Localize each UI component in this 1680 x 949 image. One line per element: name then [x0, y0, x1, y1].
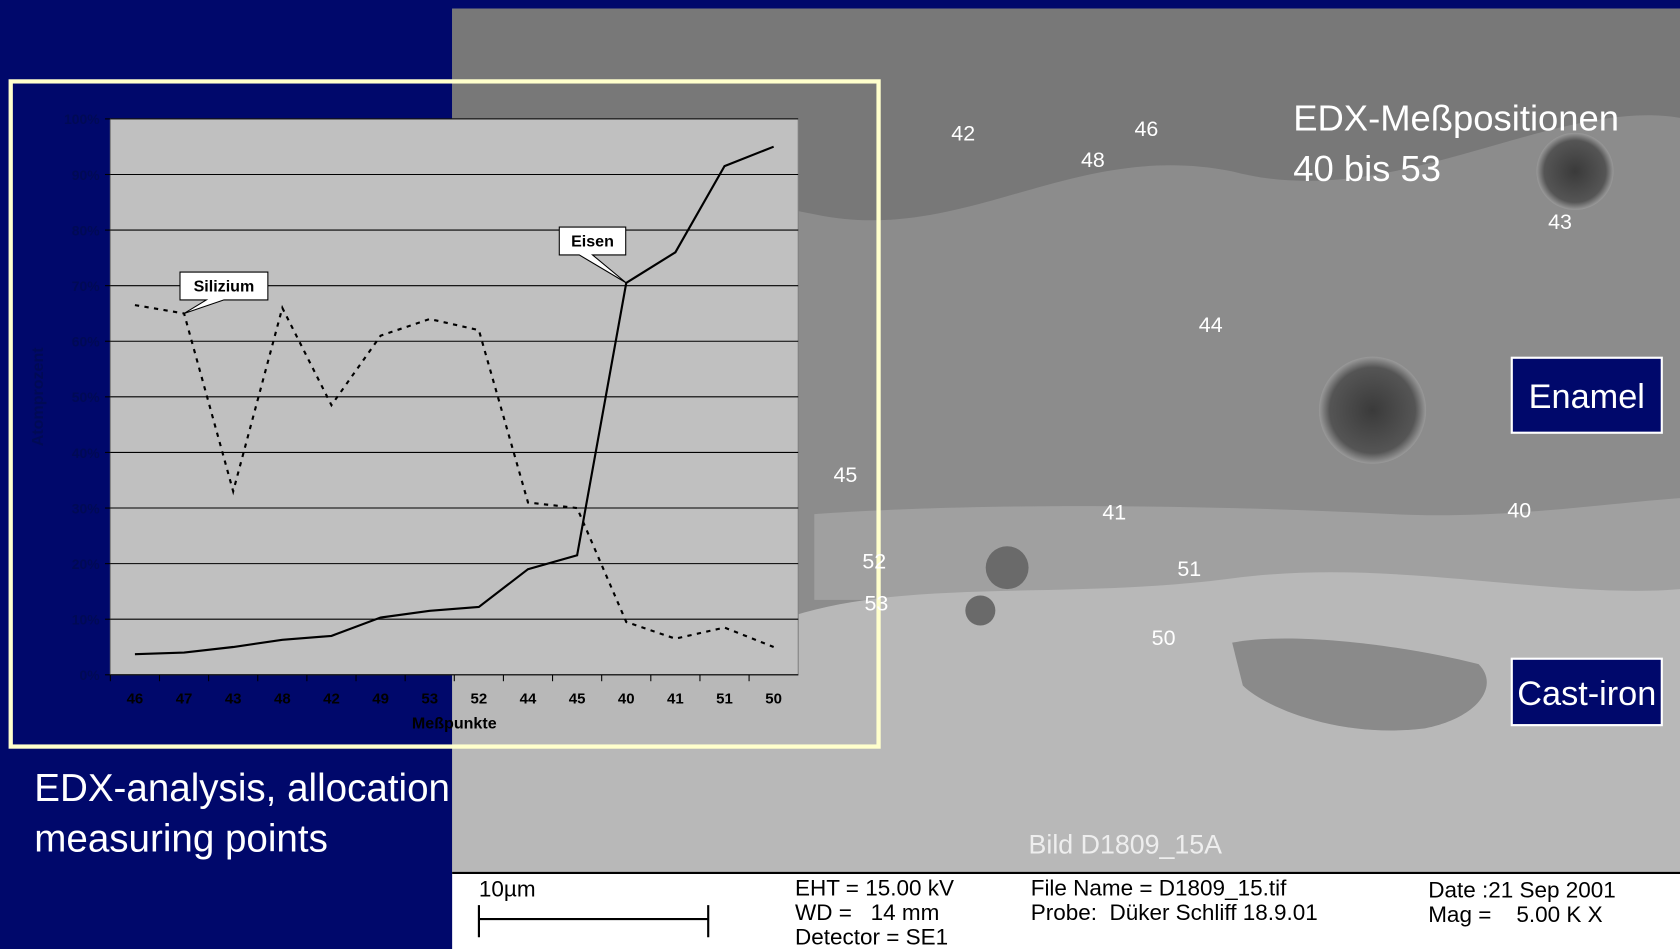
x-tick-label: 45 [569, 691, 586, 708]
point-label: 48 [1081, 148, 1105, 172]
point-label: 40 [1507, 498, 1531, 522]
point-label: 41 [1102, 500, 1126, 524]
y-tick-label: 20% [72, 556, 100, 572]
info-text: Date :21 Sep 2001 [1428, 878, 1616, 903]
info-text: File Name = D1809_15.tif [1031, 875, 1287, 900]
x-tick-label: 46 [127, 691, 144, 708]
scale-label: 10µm [479, 877, 536, 902]
y-axis-label: Atomprozent [29, 347, 47, 447]
x-tick-label: 50 [765, 691, 782, 708]
image-title: EDX-Meßpositionen [1293, 98, 1619, 139]
x-tick-label: 49 [372, 691, 389, 708]
info-text: EHT = 15.00 kV [795, 875, 954, 900]
point-label: 51 [1177, 557, 1201, 581]
y-tick-label: 50% [72, 389, 100, 405]
point-label: 52 [862, 550, 886, 574]
info-text: Mag = 5.00 K X [1428, 902, 1602, 927]
point-label: 45 [833, 463, 857, 487]
y-tick-label: 60% [72, 334, 100, 350]
point-label: 53 [865, 592, 889, 616]
y-tick-label: 0% [80, 667, 100, 683]
info-text: WD = 14 mm [795, 900, 939, 925]
legend-label: Eisen [571, 232, 614, 250]
legend-label: Silizium [194, 277, 255, 295]
x-tick-label: 48 [274, 691, 291, 708]
y-tick-label: 100% [64, 111, 100, 127]
x-tick-label: 47 [176, 691, 193, 708]
y-tick-label: 40% [72, 445, 100, 461]
image-name: Bild D1809_15A [1029, 830, 1223, 860]
region-label: Enamel [1529, 378, 1645, 416]
info-text: Probe: Düker Schliff 18.9.01 [1031, 900, 1318, 925]
region-label: Cast-iron [1517, 675, 1656, 713]
x-tick-label: 44 [520, 691, 537, 708]
x-tick-label: 51 [716, 691, 733, 708]
y-tick-label: 70% [72, 278, 100, 294]
y-tick-label: 30% [72, 500, 100, 516]
x-tick-label: 40 [618, 691, 635, 708]
point-label: 43 [1548, 210, 1572, 234]
x-tick-label: 41 [667, 691, 684, 708]
info-text: Detector = SE1 [795, 925, 948, 949]
point-label: 44 [1199, 313, 1223, 337]
x-axis-label: Meßpunkte [412, 714, 497, 732]
y-tick-label: 90% [72, 167, 100, 183]
point-label: 42 [951, 121, 975, 145]
y-tick-label: 80% [72, 222, 100, 238]
point-label: 46 [1135, 117, 1159, 141]
caption: measuring points [34, 818, 328, 861]
x-tick-label: 52 [471, 691, 488, 708]
image-title: 40 bis 53 [1293, 148, 1441, 189]
y-tick-label: 10% [72, 612, 100, 628]
x-tick-label: 53 [421, 691, 438, 708]
slide: 0% 10% 20% 30% 40% 50% 60% 70% 80% 90% 100% 46 47 43 4… [0, 0, 1680, 949]
chart: 0% 10% 20% 30% 40% 50% 60% 70% 80% 90% 100% 46 47 43 4… [29, 111, 798, 732]
point-label: 50 [1152, 626, 1176, 650]
page: {"chart_data": {"type": "line", "y_label… [0, 0, 1680, 949]
x-tick-label: 42 [323, 691, 340, 708]
x-tick-label: 43 [225, 691, 242, 708]
caption: EDX-analysis, allocation [34, 767, 450, 810]
